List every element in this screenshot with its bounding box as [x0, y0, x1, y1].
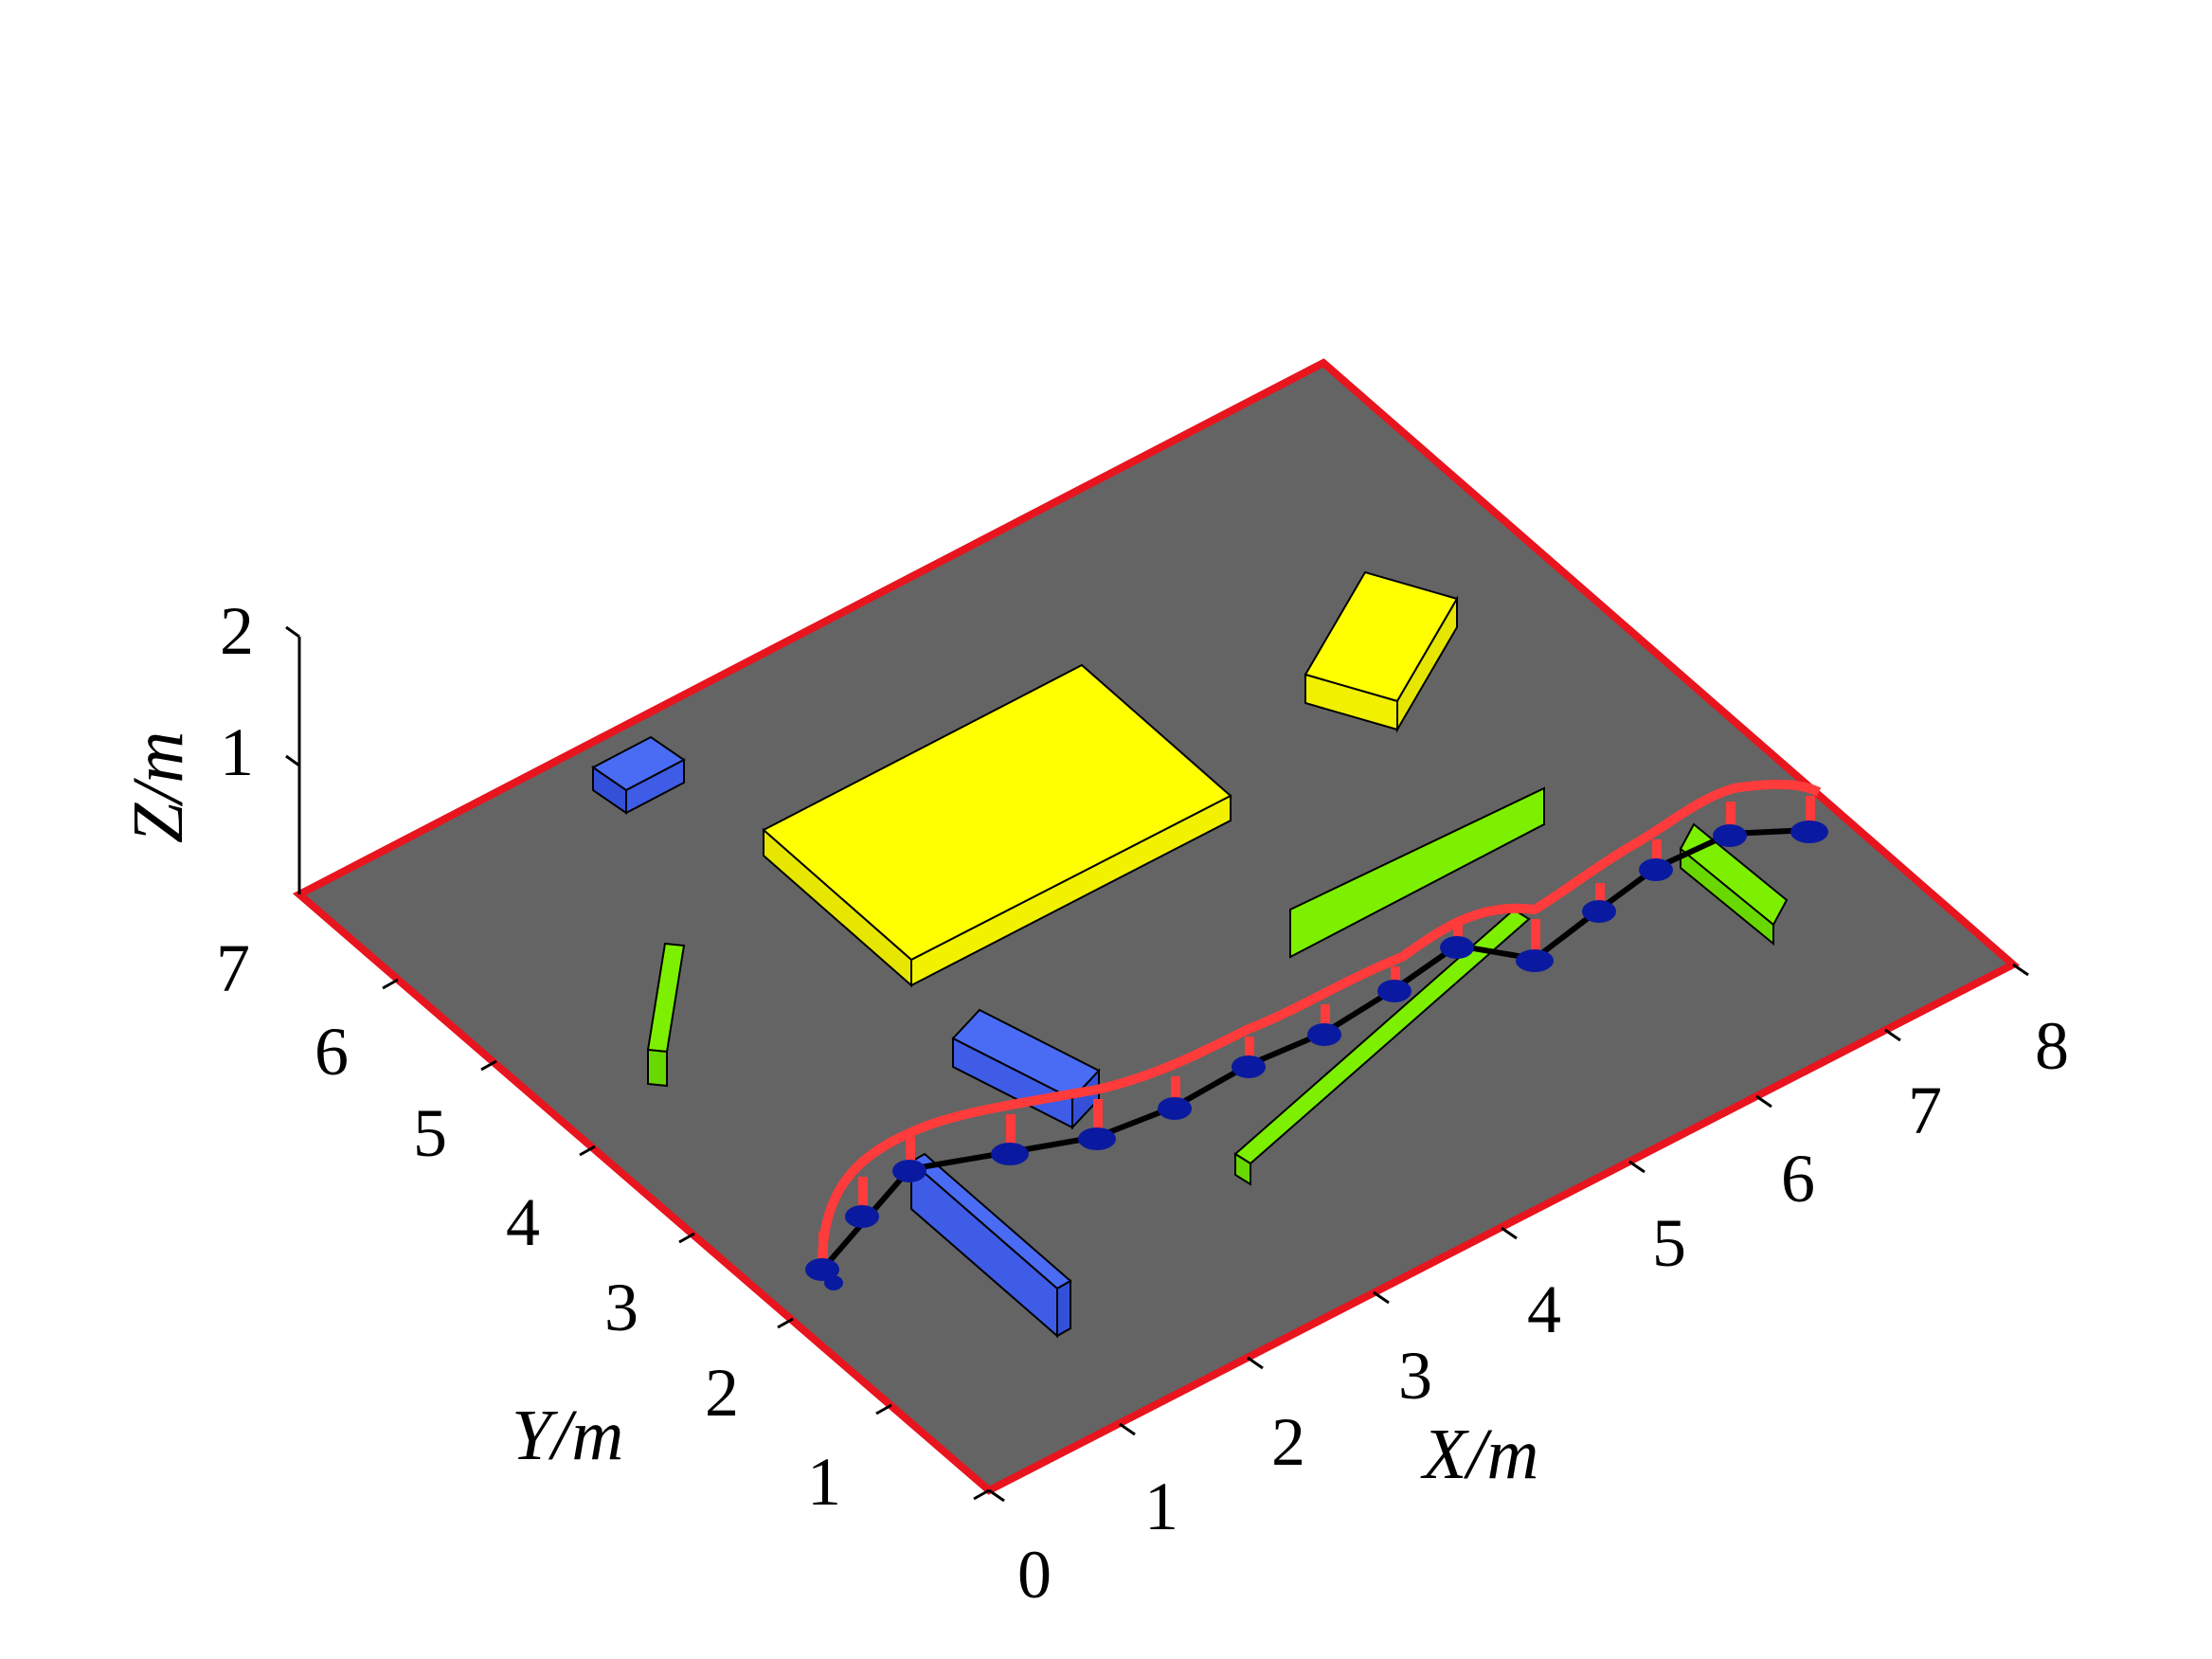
- obstacle-green-diagonal: [1233, 908, 1531, 1186]
- y-tick-4: 4: [506, 1184, 540, 1260]
- z-axis: [285, 625, 301, 894]
- obstacle-green-right: [1679, 822, 1789, 947]
- y-tick-1: 1: [807, 1444, 841, 1520]
- x-tick-7: 7: [1908, 1073, 1942, 1148]
- x-tick-8: 8: [2035, 1008, 2069, 1084]
- x-axis-ticks: [988, 963, 2029, 1503]
- z-tick-2: 2: [220, 593, 254, 669]
- y-tick-5: 5: [413, 1095, 447, 1171]
- z-axis-title: Z/m: [118, 731, 198, 843]
- x-tick-4: 4: [1527, 1271, 1561, 1347]
- x-tick-3: 3: [1398, 1338, 1432, 1414]
- obstacle-green-left: [646, 942, 686, 1088]
- y-tick-2: 2: [705, 1355, 739, 1431]
- obstacle-blue-wall: [909, 1152, 1072, 1339]
- robot-legs: [805, 796, 1828, 1290]
- x-tick-1: 1: [1144, 1469, 1178, 1544]
- obstacle-blue-small: [591, 735, 686, 815]
- upper-path: [818, 779, 1822, 1259]
- y-axis-title: Y/m: [512, 1396, 623, 1475]
- y-tick-6: 6: [315, 1014, 349, 1090]
- y-tick-7: 7: [216, 930, 250, 1006]
- obstacle-blue-medium: [951, 1008, 1101, 1130]
- obstacle-yellow-large: [762, 663, 1232, 988]
- x-tick-0: 0: [1017, 1537, 1052, 1613]
- obstacle-green-middle: [1289, 786, 1545, 959]
- x-tick-6: 6: [1781, 1141, 1815, 1217]
- x-tick-2: 2: [1271, 1404, 1305, 1480]
- x-tick-5: 5: [1652, 1205, 1686, 1281]
- y-tick-3: 3: [604, 1270, 638, 1345]
- y-axis-ticks: [382, 978, 990, 1501]
- z-tick-1: 1: [220, 714, 254, 790]
- x-axis-title: X/m: [1420, 1415, 1538, 1494]
- obstacle-yellow-small: [1304, 570, 1459, 733]
